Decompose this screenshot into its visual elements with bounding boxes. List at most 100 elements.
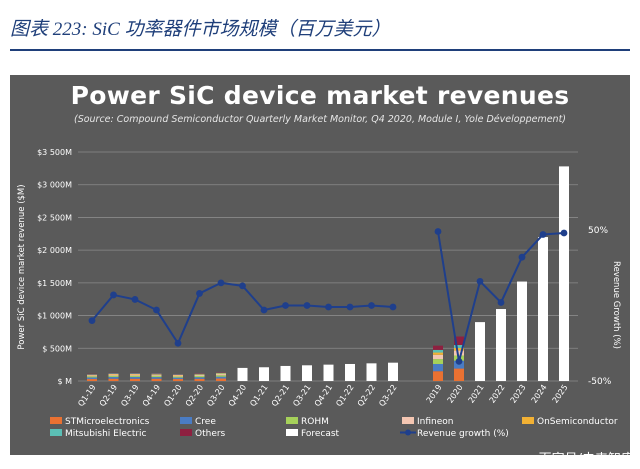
- bar-segment: [87, 379, 97, 381]
- y2-axis-title: Revenue Growth (%): [611, 261, 621, 349]
- legend-label: ROHM: [301, 417, 329, 427]
- bar-segment: [194, 374, 205, 376]
- growth-point: [260, 306, 268, 314]
- bar-segment: [237, 367, 248, 381]
- bar-segment: [151, 374, 162, 376]
- bar-segment: [87, 374, 97, 376]
- chart-title: Power SiC device market revenues: [70, 81, 570, 110]
- bar-segment: [388, 362, 398, 381]
- bar-segment: [130, 375, 140, 377]
- bar-segment: [194, 373, 205, 374]
- bar-segment: [194, 373, 205, 375]
- x-tick-label: Q4-19: [141, 383, 162, 408]
- growth-point: [434, 228, 442, 235]
- bar-segment: [538, 237, 548, 381]
- y-tick-label: $3 500M: [37, 148, 72, 157]
- bar-segment: [130, 373, 140, 374]
- bar-segment: [454, 368, 464, 381]
- growth-point: [455, 357, 463, 365]
- growth-point: [346, 303, 354, 311]
- bar-segment: [130, 372, 140, 374]
- bar-segment: [173, 374, 183, 375]
- bar-segment: [259, 367, 269, 381]
- bar-segment: [517, 281, 527, 381]
- legend-label: Revenue growth (%): [417, 429, 509, 439]
- y-tick-label: $1 000M: [37, 312, 72, 321]
- x-tick-label: 2023: [509, 383, 528, 405]
- x-tick-label: Q3-22: [377, 383, 398, 408]
- growth-point: [368, 302, 375, 309]
- y-tick-label: $2 000M: [37, 246, 72, 255]
- bar-segment: [108, 374, 119, 376]
- y-tick-label: $3 000M: [37, 181, 72, 190]
- bar-segment: [433, 352, 443, 355]
- bar-segment: [87, 375, 97, 377]
- bar-segment: [216, 378, 226, 381]
- bar-segment: [108, 372, 119, 374]
- bar-segment: [454, 345, 464, 348]
- bar-segment: [454, 336, 464, 346]
- growth-point: [518, 253, 526, 261]
- legend-swatch: [286, 429, 298, 436]
- bar-segment: [433, 349, 443, 353]
- bar-segment: [130, 373, 140, 375]
- x-tick-label: Q1-21: [248, 383, 269, 408]
- growth-point: [131, 296, 139, 303]
- bar-segment: [433, 363, 443, 372]
- x-tick-label: Q3-21: [291, 383, 312, 408]
- legend-label: Cree: [195, 417, 216, 427]
- growth-point: [153, 306, 160, 314]
- x-tick-label: 2019: [425, 383, 444, 405]
- x-tick-label: 2025: [551, 383, 570, 405]
- bar-segment: [87, 377, 97, 380]
- y-axis-title: Power SiC device market revenue ($M): [17, 184, 27, 349]
- legend-label: Infineon: [417, 417, 453, 427]
- legend-label: Forecast: [301, 429, 340, 439]
- growth-point: [174, 339, 182, 347]
- y2-tick-label: -50%: [588, 377, 612, 387]
- bar-segment: [108, 376, 119, 379]
- legend-swatch: [402, 417, 414, 424]
- growth-point: [303, 302, 311, 309]
- bar-segment: [173, 376, 183, 378]
- bar-segment: [151, 377, 162, 379]
- bar-segment: [87, 376, 97, 378]
- bar-segment: [173, 375, 183, 377]
- bar-segment: [454, 350, 464, 356]
- growth-point: [389, 303, 397, 311]
- x-tick-label: 2022: [488, 383, 507, 405]
- y2-tick-label: 50%: [588, 226, 608, 236]
- growth-point: [239, 282, 246, 290]
- x-tick-label: Q1-20: [162, 383, 183, 408]
- bar-segment: [454, 347, 464, 351]
- growth-line: [91, 281, 394, 346]
- legend-swatch: [405, 429, 411, 436]
- legend-swatch: [50, 417, 62, 424]
- x-tick-label: Q4-21: [313, 383, 334, 408]
- bar-segment: [108, 378, 119, 381]
- legend-swatch: [286, 417, 298, 424]
- bar-segment: [151, 373, 162, 374]
- x-tick-label: 2024: [530, 383, 549, 405]
- figure-caption: 图表 223: SiC 功率器件市场规模（百万美元）: [10, 19, 391, 40]
- caption-divider: [10, 49, 630, 51]
- bar-segment: [194, 375, 205, 378]
- bar-segment: [216, 376, 226, 379]
- y-tick-label: $ 500M: [42, 344, 72, 353]
- x-tick-label: Q2-19: [98, 383, 119, 408]
- bar-segment: [559, 166, 569, 381]
- x-tick-label: 2021: [467, 383, 486, 405]
- chart-subtitle: (Source: Compound Semiconductor Quarterl…: [73, 114, 566, 125]
- bar-segment: [151, 378, 162, 381]
- bar-segment: [302, 365, 312, 381]
- bar-segment: [216, 372, 226, 374]
- bar-segment: [151, 375, 162, 378]
- x-tick-label: Q1-22: [334, 383, 355, 408]
- bar-segment: [323, 364, 334, 381]
- x-tick-label: Q4-20: [227, 383, 248, 408]
- x-tick-label: 2020: [446, 383, 465, 405]
- bar-segment: [194, 374, 205, 375]
- bar-segment: [216, 373, 226, 375]
- bar-segment: [87, 373, 97, 375]
- bar-segment: [496, 309, 506, 381]
